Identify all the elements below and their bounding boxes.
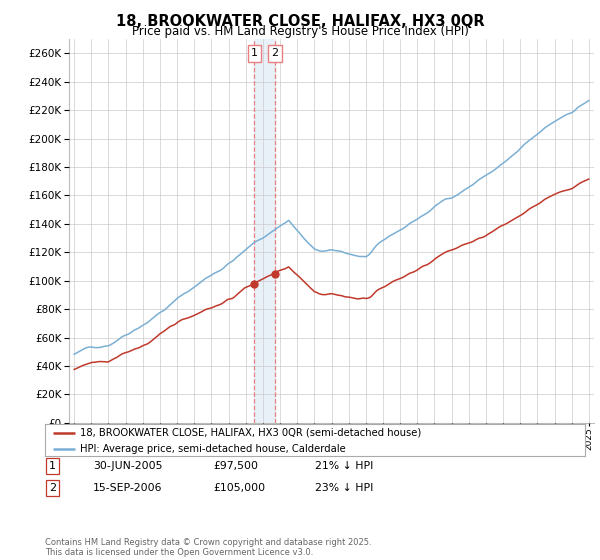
Text: 30-JUN-2005: 30-JUN-2005 (93, 461, 163, 471)
Text: 2: 2 (49, 483, 56, 493)
Text: Price paid vs. HM Land Registry's House Price Index (HPI): Price paid vs. HM Land Registry's House … (131, 25, 469, 38)
Text: 1: 1 (251, 48, 258, 58)
Text: 18, BROOKWATER CLOSE, HALIFAX, HX3 0QR: 18, BROOKWATER CLOSE, HALIFAX, HX3 0QR (116, 14, 484, 29)
Text: 18, BROOKWATER CLOSE, HALIFAX, HX3 0QR (semi-detached house): 18, BROOKWATER CLOSE, HALIFAX, HX3 0QR (… (80, 428, 421, 438)
Bar (254, 39, 275, 423)
Text: 21% ↓ HPI: 21% ↓ HPI (315, 461, 373, 471)
Text: £97,500: £97,500 (213, 461, 258, 471)
Text: 15-SEP-2006: 15-SEP-2006 (93, 483, 163, 493)
Text: HPI: Average price, semi-detached house, Calderdale: HPI: Average price, semi-detached house,… (80, 444, 346, 454)
Text: Contains HM Land Registry data © Crown copyright and database right 2025.
This d: Contains HM Land Registry data © Crown c… (45, 538, 371, 557)
Text: 23% ↓ HPI: 23% ↓ HPI (315, 483, 373, 493)
Text: 2: 2 (271, 48, 278, 58)
Text: £105,000: £105,000 (213, 483, 265, 493)
Text: 1: 1 (49, 461, 56, 471)
